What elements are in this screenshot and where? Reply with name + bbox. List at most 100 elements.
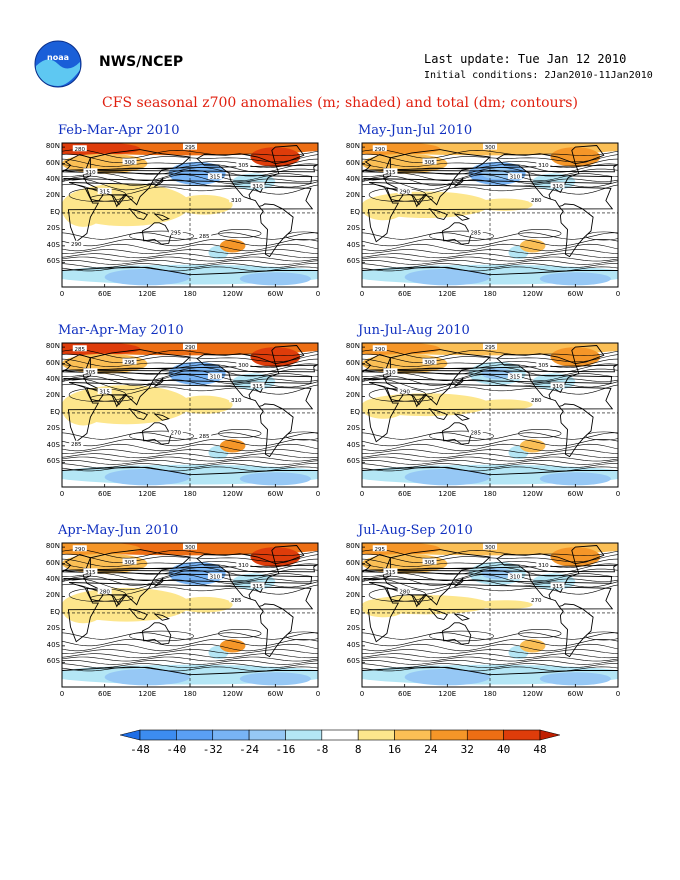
contour-line <box>62 153 318 164</box>
lat-label: 20S <box>46 224 60 233</box>
contour-label-bg <box>468 229 483 236</box>
contour-line <box>62 378 318 391</box>
lon-label: 60W <box>267 490 283 498</box>
coastline <box>362 466 618 487</box>
lat-label: 80N <box>45 342 60 351</box>
coastline <box>154 177 164 188</box>
contour-label: 305 <box>424 160 435 166</box>
lon-label: 0 <box>360 490 364 498</box>
coastline <box>454 177 464 188</box>
contour-label: 295 <box>375 547 386 553</box>
coastline <box>411 594 426 608</box>
anomaly-patch <box>239 272 311 286</box>
map-field: 295 300 305 310 315 310 315 280 270 <box>362 543 618 687</box>
contour-label: 285 <box>471 231 482 237</box>
lat-label: 40N <box>45 575 60 584</box>
lat-label: EQ <box>350 607 360 616</box>
contour-label-bg <box>183 543 197 550</box>
height-contours <box>362 549 618 672</box>
colorbar-tick-label: -24 <box>239 743 259 756</box>
coastline <box>271 145 305 165</box>
contour-line <box>62 553 318 564</box>
contour-label-bg <box>507 373 522 380</box>
contour-label-bg <box>529 396 544 403</box>
lat-label: 20N <box>45 391 60 400</box>
lat-label: 80N <box>345 342 360 351</box>
colorbar-bin <box>394 729 432 741</box>
contour-label: 280 <box>75 147 86 153</box>
contour-label: 285 <box>199 434 210 440</box>
colorbar-tick-label: 40 <box>497 743 510 756</box>
anomaly-patch <box>404 668 490 686</box>
contour-line <box>362 353 618 364</box>
map-field: 280 295 300 305 310 315 310 315 310 295 285 290 <box>62 143 318 287</box>
colorbar-tick-label: 24 <box>424 743 438 756</box>
contour-label-bg <box>372 345 387 352</box>
contour-label: 315 <box>552 584 563 590</box>
anomaly-patch <box>62 594 105 624</box>
contour-closed <box>129 430 194 442</box>
contour-label: 270 <box>171 431 182 437</box>
contour-line <box>62 178 318 191</box>
lat-label: 80N <box>345 142 360 151</box>
lat-label: 40S <box>46 440 60 449</box>
coastline <box>62 354 313 384</box>
anomaly-patch <box>539 472 611 486</box>
coastline <box>367 382 614 443</box>
contour-label: 315 <box>99 390 110 396</box>
contour-label: 315 <box>252 384 263 390</box>
lat-label: EQ <box>350 407 360 416</box>
lat-label: 20S <box>46 624 60 633</box>
contour-label: 310 <box>385 370 396 376</box>
contour-label: 315 <box>385 570 396 576</box>
contour-label-bg <box>422 358 437 365</box>
colorbar-tick-label: -32 <box>203 743 223 756</box>
contour-label: 270 <box>531 598 542 604</box>
anomaly-patch <box>550 347 601 367</box>
colorbar-tick-label: -40 <box>166 743 186 756</box>
contour-label: 310 <box>238 563 249 569</box>
contour-label: 290 <box>185 345 196 351</box>
contour-label-bg <box>83 168 98 175</box>
map-field: 290 300 305 310 315 310 315 280 285 <box>62 543 318 687</box>
contour-label: 280 <box>531 398 542 404</box>
contour-label-bg <box>207 373 222 380</box>
contour-label: 300 <box>424 360 435 366</box>
contour-label-bg <box>383 568 398 575</box>
contour-label-bg <box>422 158 437 165</box>
contour-line <box>362 553 618 564</box>
coastline <box>271 545 305 565</box>
contour-closed <box>429 630 494 642</box>
coastline <box>67 382 314 443</box>
lon-label: 0 <box>616 490 620 498</box>
contour-label: 295 <box>171 231 182 237</box>
contour-label: 310 <box>510 575 521 581</box>
anomaly-patch <box>175 194 233 215</box>
colorbar-bin <box>466 729 504 741</box>
contour-label: 285 <box>75 347 86 353</box>
lat-label: 40N <box>45 175 60 184</box>
lat-label: 40N <box>345 575 360 584</box>
contour-label-bg <box>236 561 251 568</box>
lon-label: 180 <box>183 290 196 298</box>
lon-label: 180 <box>483 690 496 698</box>
lon-label: 120W <box>223 490 243 498</box>
anomaly-patch <box>232 173 276 190</box>
contour-label-bg <box>550 582 565 589</box>
contour-label: 310 <box>538 163 549 169</box>
contour-label: 300 <box>485 545 496 551</box>
lat-label: 40N <box>345 175 360 184</box>
coastlines <box>362 545 618 687</box>
anomaly-patch <box>250 547 301 567</box>
colorbar: -48 -40 -32 -24 -16 -8 8 16 24 32 40 48 <box>120 729 560 756</box>
lat-label: 40S <box>346 240 360 249</box>
contour-label-bg <box>250 382 265 389</box>
contour-label-bg <box>229 596 244 603</box>
map-field: 290 300 305 310 315 310 310 290 280 285 <box>362 143 618 287</box>
last-update: Last update: Tue Jan 12 2010 <box>424 52 627 66</box>
contour-label-bg <box>372 545 387 552</box>
panel-title: May-Jun-Jul 2010 <box>358 123 473 138</box>
contour-label-bg <box>422 558 437 565</box>
contour-label: 285 <box>71 442 82 448</box>
contour-line <box>362 263 618 269</box>
